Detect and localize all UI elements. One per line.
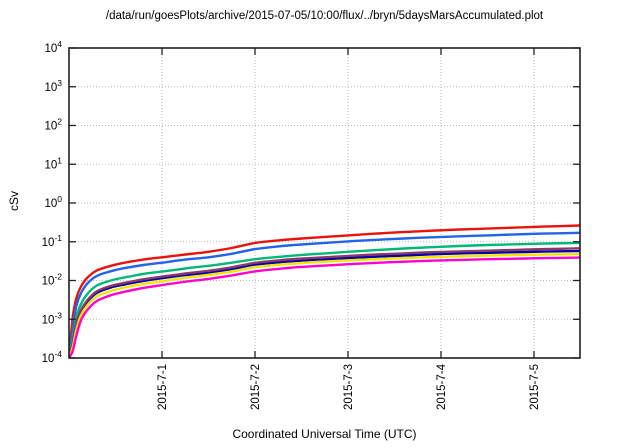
x-tick-label: 2015-7-4 xyxy=(436,363,448,410)
y-tick-label: 10-2 xyxy=(42,272,63,288)
series-blue-curve xyxy=(69,231,580,358)
series-yellow-curve xyxy=(69,253,580,358)
y-tick-label: 104 xyxy=(44,39,62,55)
x-tick-label: 2015-7-3 xyxy=(343,364,355,410)
plot-title: /data/run/goesPlots/archive/2015-07-05/1… xyxy=(105,10,544,22)
x-tick-label: 2015-7-1 xyxy=(157,364,169,410)
y-tick-label: 103 xyxy=(44,78,62,94)
y-tick-label: 100 xyxy=(44,194,62,210)
y-tick-label: 101 xyxy=(44,155,62,171)
x-tick-label: 2015-7-2 xyxy=(250,364,262,410)
x-axis-title: Coordinated Universal Time (UTC) xyxy=(232,427,417,441)
series-navy-curve xyxy=(69,249,580,358)
y-tick-label: 102 xyxy=(44,117,62,133)
x-tick-label: 2015-7-5 xyxy=(529,364,541,410)
y-tick-label: 10-1 xyxy=(42,233,63,249)
y-tick-label: 10-4 xyxy=(42,349,63,365)
series-magenta-curve xyxy=(69,256,580,358)
series-purple-curve xyxy=(69,247,580,358)
series-green-curve xyxy=(69,241,580,358)
y-axis-title: cSv xyxy=(7,191,21,212)
y-tick-label: 10-3 xyxy=(42,310,63,326)
series-red-curve xyxy=(69,224,580,358)
